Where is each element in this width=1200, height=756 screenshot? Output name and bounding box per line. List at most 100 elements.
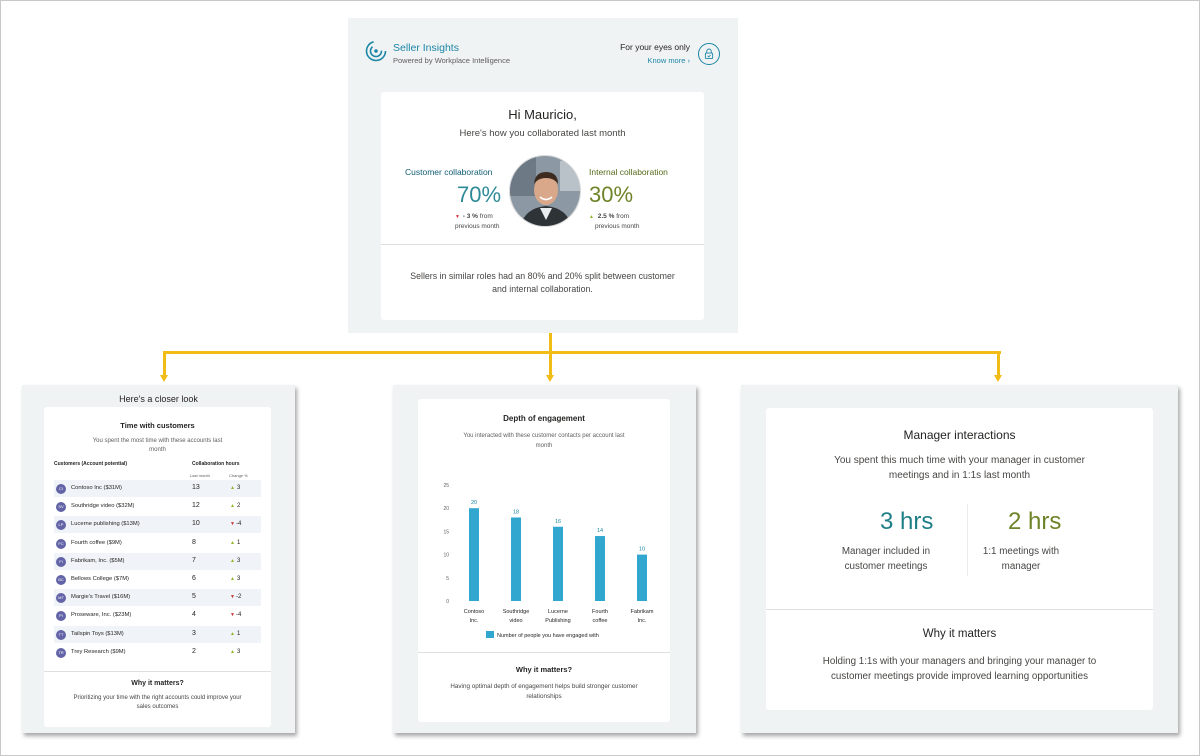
connector-left [163, 351, 166, 375]
table-row: CI Contoso Inc ($31M) 13 ▲ 3 [54, 480, 261, 497]
collaboration-hours: 2 [192, 647, 196, 655]
chevron-right-icon: › [687, 56, 691, 65]
account-name: Fourth coffee ($9M) [71, 539, 122, 546]
customers-title: Time with customers [120, 421, 195, 430]
engagement-title: Depth of engagement [503, 414, 585, 423]
greeting-subtitle: Here's how you collaborated last month [459, 128, 626, 139]
chart-legend: Number of people you have engaged with [486, 631, 599, 639]
connector-bar [163, 351, 1001, 354]
connector-right [997, 351, 1000, 375]
table-row: TT Tailspin Toys ($13M) 3 ▲ 1 [54, 625, 261, 643]
manager-meetings-label: Manager included in customer meetings [841, 546, 931, 572]
why-it-matters-text: Prioritizing your time with the right ac… [73, 695, 242, 710]
x-tick-label: Fourth coffee [592, 609, 608, 624]
engagement-card: Depth of engagement You interacted with … [393, 385, 696, 733]
internal-change-value: 2.5 % [597, 213, 615, 220]
account-name: Lucerne publishing ($13M) [71, 521, 140, 528]
divider [418, 652, 670, 653]
column-header-last-month: Last month [190, 473, 210, 478]
account-avatar: PI [56, 611, 66, 622]
customer-prev-label: previous month [455, 223, 500, 230]
account-avatar: SV [56, 502, 66, 513]
change-value: 2 [236, 503, 241, 510]
lock-icon [698, 43, 720, 65]
collaboration-hours: 4 [192, 611, 196, 619]
change-value: 3 [236, 557, 241, 564]
change-percent: ▼-2 [230, 594, 241, 600]
bar [595, 536, 605, 601]
up-arrow-icon: ▲ [589, 214, 594, 220]
up-arrow-icon: ▲ [230, 576, 235, 582]
know-more-link[interactable]: Know more › [647, 56, 690, 65]
change-value: -2 [235, 594, 242, 601]
change-percent: ▲ 3 [230, 485, 240, 491]
account-avatar: CI [56, 484, 66, 494]
change-value: 3 [236, 648, 241, 655]
why-it-matters-title: Why it matters [922, 628, 997, 640]
collaboration-hours: 7 [192, 556, 196, 564]
legend-label: Number of people you have engaged with [497, 633, 599, 639]
change-value: 3 [236, 576, 241, 582]
up-arrow-icon: ▲ [230, 503, 235, 510]
closer-look-card: Here's a closer look Time with customers… [22, 385, 295, 733]
divider [766, 609, 1153, 610]
collaboration-hours: 8 [192, 538, 196, 546]
bar-value-label: 20 [471, 500, 477, 506]
y-tick-label: 0 [446, 599, 449, 605]
divider [44, 671, 271, 672]
x-tick-label: Fabrikam Inc. [631, 609, 654, 624]
bar [553, 526, 563, 601]
internal-change: ▲ 2.5 % from [589, 213, 629, 220]
table-row: PI Proseware, Inc. ($23M) 4 ▼-4 [54, 607, 261, 624]
y-tick-label: 20 [443, 506, 449, 512]
table-row: BC Bellows College ($7M) 6 ▲ 3 [54, 571, 261, 588]
summary-card: Seller Insights Powered by Workplace Int… [348, 18, 738, 333]
x-tick-label: Southridge video [503, 609, 530, 624]
internal-collaboration-value: 30% [589, 182, 634, 207]
change-percent: ▲ 3 [230, 558, 240, 564]
down-arrow-icon: ▼ [455, 214, 460, 220]
bar-value-label: 16 [555, 519, 561, 525]
collaboration-hours: 12 [192, 502, 200, 510]
account-name: Southridge video ($32M) [71, 503, 135, 510]
collaboration-hours: 5 [192, 593, 196, 601]
customers-panel: Time with customers You spent the most t… [44, 407, 271, 727]
seller-insights-logo-icon [365, 40, 387, 62]
connector-stem [549, 333, 552, 353]
peer-comparison-text: Sellers in similar roles had an 80% and … [410, 271, 675, 294]
collaboration-hours: 13 [192, 484, 200, 491]
manager-title: Manager interactions [903, 428, 1016, 442]
connector-middle [549, 351, 552, 375]
app-title: Seller Insights [393, 42, 459, 54]
account-name: Contoso Inc ($31M) [71, 485, 122, 491]
table-row: FI Fabrikam, Inc. ($5M) 7 ▲ 3 [54, 552, 261, 570]
bar-value-label: 14 [597, 528, 603, 534]
change-percent: ▲ 1 [230, 631, 240, 637]
bar [469, 508, 479, 601]
change-percent: ▲ 3 [230, 576, 240, 582]
column-header-change: Change % [229, 473, 248, 478]
change-value: 3 [236, 485, 241, 491]
change-percent: ▼-4 [230, 521, 241, 527]
column-header-customer: Customers (Account potential) [54, 461, 128, 467]
account-avatar: FI [56, 556, 66, 567]
manager-subtitle: You spent this much time with your manag… [834, 455, 1085, 481]
change-value: 1 [236, 630, 241, 637]
manager-panel: Manager interactions You spent this much… [766, 408, 1153, 710]
account-avatar: BC [56, 575, 66, 585]
why-it-matters-text: Holding 1:1s with your managers and brin… [822, 656, 1097, 682]
engagement-panel: Depth of engagement You interacted with … [418, 399, 670, 722]
bar-value-label: 10 [639, 547, 645, 553]
up-arrow-icon: ▲ [230, 485, 235, 491]
account-avatar: FC [56, 538, 66, 549]
legend-swatch [486, 631, 494, 638]
x-tick-label: Lucerne Publishing [545, 609, 570, 624]
up-arrow-icon: ▲ [230, 648, 235, 655]
know-more-label: Know more [647, 56, 686, 65]
account-name: Trey Research ($9M) [71, 648, 126, 655]
table-row: TR Trey Research ($9M) 2 ▲ 3 [54, 644, 261, 661]
customer-change: ▼ - 3 % from [455, 213, 493, 220]
app-subtitle: Powered by Workplace Intelligence [393, 56, 511, 65]
collaboration-hours: 3 [192, 629, 196, 637]
engagement-bar-chart: 0 5 10 15 20 25 20 Contoso Inc. 18 Southridge video… [443, 483, 654, 624]
